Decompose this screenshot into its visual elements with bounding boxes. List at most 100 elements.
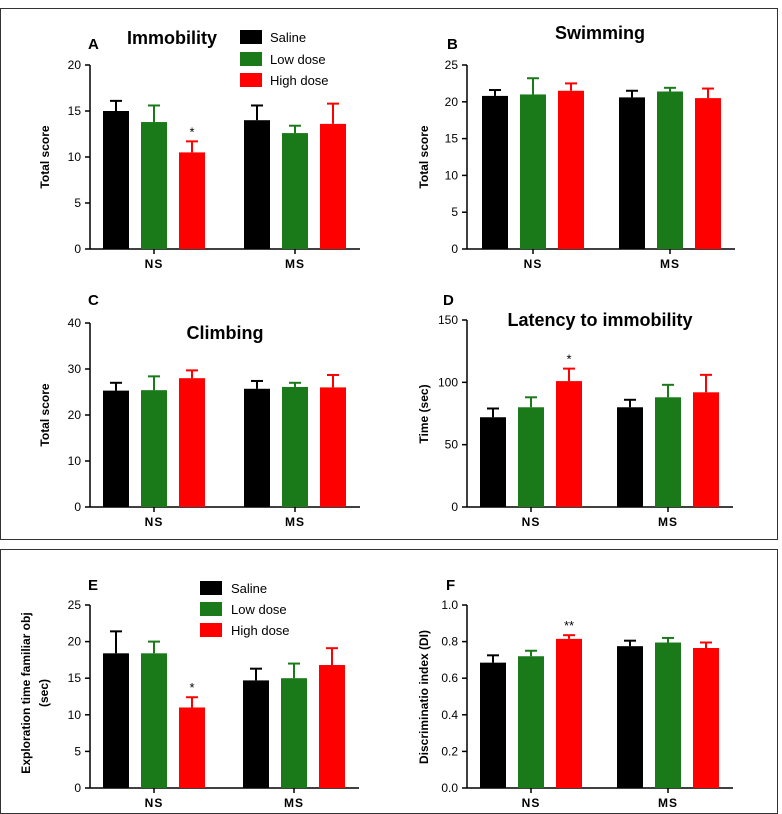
legend-label-high-dose: High dose — [270, 73, 329, 88]
bar-high-dose — [320, 387, 346, 507]
x-category-label: NS — [522, 515, 541, 529]
bar-high-dose — [556, 638, 582, 788]
legend-label-low-dose: Low dose — [231, 602, 287, 617]
y-tick-label: 20 — [68, 635, 82, 649]
x-category-label: MS — [658, 515, 678, 529]
bar-high-dose — [319, 665, 345, 788]
y-tick-label: 0 — [74, 500, 81, 514]
y-tick-label: 15 — [68, 104, 82, 118]
chart-panel-e: 0 5 10 15 20 25 NS MS * E Exploration time familia… — [19, 577, 359, 810]
y-tick-label: 40 — [68, 316, 82, 330]
y-tick-label: 10 — [68, 454, 82, 468]
y-tick-label: 15 — [445, 132, 459, 146]
panel-letter: D — [443, 292, 454, 309]
x-category-label: MS — [660, 257, 680, 271]
bar-high-dose — [556, 381, 582, 507]
bar-high-dose — [179, 707, 205, 788]
bar-high-dose — [558, 90, 584, 249]
bar-saline — [617, 646, 643, 788]
bar-low-dose — [141, 653, 167, 788]
bar-low-dose — [657, 91, 683, 249]
bar-low-dose — [520, 94, 546, 249]
chart-panel-b: 0 5 10 15 20 25 NS MS B Swimming Total score — [417, 23, 735, 271]
x-category-label: NS — [522, 796, 541, 810]
y-tick-label: 10 — [68, 708, 82, 722]
panel-letter: C — [88, 292, 99, 309]
bar-high-dose — [693, 648, 719, 788]
y-tick-label: 0.4 — [441, 708, 458, 722]
y-axis-title: Total score — [417, 125, 431, 188]
bar-saline — [482, 95, 508, 249]
bar-high-dose — [179, 378, 205, 507]
y-tick-label: 20 — [445, 95, 459, 109]
y-tick-label: 100 — [438, 375, 458, 389]
top-figure-border — [0, 8, 778, 540]
bar-saline — [103, 390, 129, 507]
bar-low-dose — [655, 642, 681, 788]
legend-swatch-low-dose — [200, 602, 222, 616]
bar-high-dose — [693, 392, 719, 507]
bar-saline — [480, 662, 506, 788]
bar-high-dose — [320, 123, 346, 249]
legend-label-low-dose: Low dose — [270, 52, 326, 67]
legend-label-saline: Saline — [270, 30, 306, 45]
y-tick-label: 20 — [68, 58, 82, 72]
bar-low-dose — [282, 386, 308, 507]
y-tick-label: 1.0 — [441, 598, 458, 612]
bar-low-dose — [281, 678, 307, 788]
bar-low-dose — [141, 122, 167, 249]
legend-label-saline: Saline — [231, 581, 267, 596]
chart-title: Climbing — [187, 323, 264, 343]
bar-low-dose — [141, 390, 167, 507]
bar-high-dose — [179, 152, 205, 249]
y-axis-title: Time (sec) — [417, 384, 431, 443]
bar-saline — [103, 653, 129, 788]
significance-marker: * — [189, 680, 194, 695]
x-category-label: MS — [285, 257, 305, 271]
bar-saline — [619, 97, 645, 249]
y-axis-title: Exploration time familiar obj — [19, 612, 33, 773]
panel-letter: A — [88, 36, 99, 53]
bar-saline — [480, 417, 506, 507]
y-tick-label: 10 — [445, 168, 459, 182]
y-tick-label: 5 — [74, 744, 81, 758]
y-tick-label: 0.6 — [441, 671, 458, 685]
panel-letter: B — [447, 36, 458, 53]
charts-layer: 0 5 10 15 20 NS MS * A Immobility Total score 0 5 10 1… — [19, 23, 735, 810]
bar-saline — [617, 407, 643, 507]
bar-low-dose — [518, 656, 544, 788]
y-tick-label: 0 — [451, 500, 458, 514]
legend-top: Saline Low dose High dose — [240, 30, 329, 88]
legend-swatch-high-dose — [200, 623, 222, 637]
legend-swatch-high-dose — [240, 73, 262, 87]
chart-title: Swimming — [555, 23, 645, 43]
chart-title: Latency to immobility — [507, 310, 692, 330]
bar-saline — [103, 111, 129, 249]
y-axis-title: Total score — [38, 125, 52, 188]
y-tick-label: 150 — [438, 313, 458, 327]
legend-label-high-dose: High dose — [231, 623, 290, 638]
bar-low-dose — [655, 397, 681, 507]
y-tick-label: 5 — [74, 196, 81, 210]
y-tick-label: 0 — [74, 781, 81, 795]
y-tick-label: 25 — [68, 598, 82, 612]
x-category-label: NS — [145, 515, 164, 529]
x-category-label: MS — [284, 796, 304, 810]
chart-panel-a: 0 5 10 15 20 NS MS * A Immobility Total score — [38, 28, 360, 271]
y-tick-label: 0.8 — [441, 635, 458, 649]
y-tick-label: 10 — [68, 150, 82, 164]
y-tick-label: 50 — [445, 438, 459, 452]
y-tick-label: 0.0 — [441, 781, 458, 795]
x-category-label: NS — [145, 796, 164, 810]
y-tick-label: 5 — [451, 205, 458, 219]
y-tick-label: 25 — [445, 58, 459, 72]
y-tick-label: 15 — [68, 671, 82, 685]
significance-marker: * — [566, 352, 571, 367]
legend-swatch-low-dose — [240, 52, 262, 66]
bar-saline — [244, 120, 270, 249]
x-category-label: NS — [145, 257, 164, 271]
significance-marker: ** — [564, 618, 574, 633]
significance-marker: * — [189, 124, 194, 139]
y-axis-title-unit: (sec) — [37, 679, 51, 707]
